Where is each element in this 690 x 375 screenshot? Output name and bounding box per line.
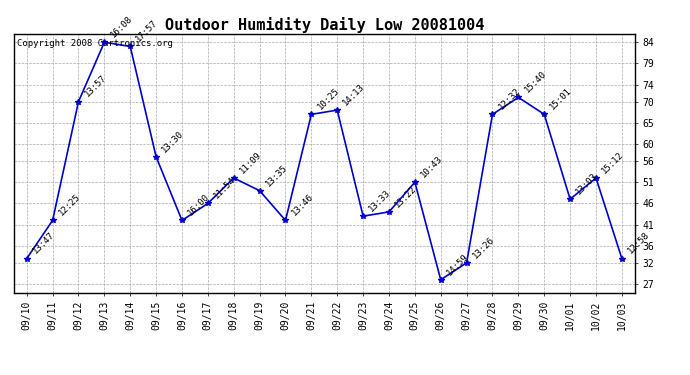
Text: 13:33: 13:33 [367,188,393,213]
Text: 14:59: 14:59 [445,252,471,277]
Text: 13:46: 13:46 [290,192,315,217]
Text: 11:54: 11:54 [212,175,237,201]
Text: 13:22: 13:22 [393,184,419,209]
Text: 13:35: 13:35 [264,162,289,188]
Text: 13:47: 13:47 [31,230,57,256]
Text: Copyright 2008 Cartronics.org: Copyright 2008 Cartronics.org [17,39,172,48]
Text: 12:32: 12:32 [497,86,522,112]
Text: 13:03: 13:03 [574,171,600,196]
Text: 13:26: 13:26 [471,235,496,260]
Text: 14:13: 14:13 [342,82,367,107]
Title: Outdoor Humidity Daily Low 20081004: Outdoor Humidity Daily Low 20081004 [165,16,484,33]
Text: 12:25: 12:25 [57,192,82,217]
Text: 10:25: 10:25 [315,86,341,112]
Text: 10:43: 10:43 [419,154,444,179]
Text: 16:08: 16:08 [108,14,134,39]
Text: 17:57: 17:57 [135,18,160,44]
Text: 13:30: 13:30 [160,129,186,154]
Text: 15:40: 15:40 [522,69,548,94]
Text: 15:12: 15:12 [600,150,626,175]
Text: 12:58: 12:58 [626,230,651,256]
Text: 16:00: 16:00 [186,192,212,217]
Text: 15:01: 15:01 [549,86,574,112]
Text: 13:57: 13:57 [83,74,108,99]
Text: 11:09: 11:09 [238,150,264,175]
